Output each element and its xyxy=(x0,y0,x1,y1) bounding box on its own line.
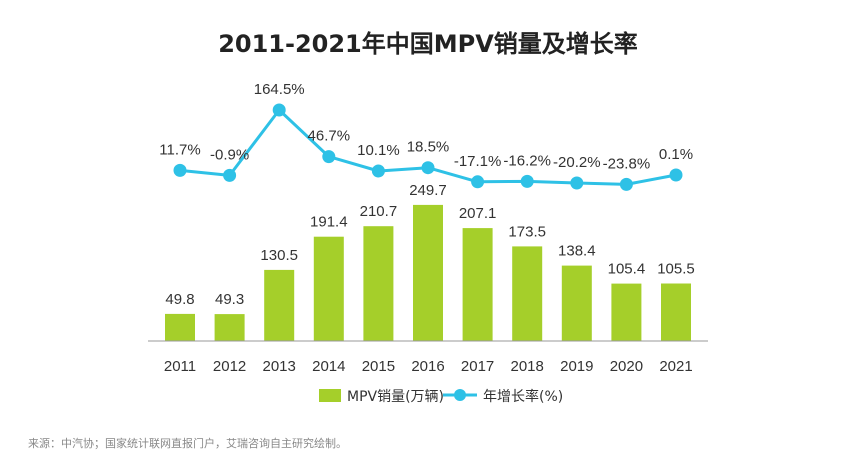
bar-2015 xyxy=(363,226,394,341)
growth-point-2011 xyxy=(173,163,187,177)
bar-2020 xyxy=(611,283,642,341)
x-tick-2012: 2012 xyxy=(213,358,246,375)
x-tick-2018: 2018 xyxy=(511,358,544,375)
bar-value-label-2016: 249.7 xyxy=(409,182,447,199)
x-tick-labels: 2011 2012 2013 2014 2015 2016 2017 2018 2019 2020… xyxy=(164,358,693,375)
bar-2017 xyxy=(462,228,493,341)
growth-point-2018 xyxy=(520,174,534,188)
bar-2013 xyxy=(264,269,295,341)
bar-value-label-2021: 105.5 xyxy=(657,261,695,278)
bar-value-label-2012: 49.3 xyxy=(215,291,244,308)
growth-value-label-2011: 11.7% xyxy=(159,141,200,158)
bar-2019 xyxy=(561,265,592,341)
bar-2011 xyxy=(165,313,195,341)
growth-point-2013 xyxy=(272,103,286,117)
growth-point-2019 xyxy=(570,176,584,190)
x-tick-2011: 2011 xyxy=(164,358,196,375)
chart-title: 2011-2021年中国MPV销量及增长率 xyxy=(218,30,638,58)
growth-line-layer: 11.7% -0.9% 164.5% 46.7% 10.1% 18.5%-17.1% -16… xyxy=(159,81,693,191)
x-tick-2014: 2014 xyxy=(312,358,345,375)
growth-value-label-2014: 46.7% xyxy=(308,128,351,145)
bars-layer: 49.8 49.3 130.5 191.4 210.7 249.7 207.1 173.5 13… xyxy=(165,182,695,341)
bar-value-label-2019: 138.4 xyxy=(558,243,596,260)
growth-value-label-2019: -20.2% xyxy=(553,154,601,171)
x-tick-2016: 2016 xyxy=(411,358,444,375)
growth-value-label-2013: 164.5% xyxy=(254,81,305,98)
growth-point-2016 xyxy=(421,161,435,175)
bar-value-label-2015: 210.7 xyxy=(360,203,398,220)
x-tick-2021: 2021 xyxy=(659,358,692,375)
x-tick-2019: 2019 xyxy=(560,358,593,375)
growth-point-2015 xyxy=(371,164,385,178)
bar-value-label-2014: 191.4 xyxy=(310,214,348,231)
bar-value-label-2011: 49.8 xyxy=(165,291,194,308)
bar-value-label-2017: 207.1 xyxy=(459,205,497,222)
growth-point-2014 xyxy=(322,150,336,164)
bar-value-label-2013: 130.5 xyxy=(260,247,298,264)
growth-value-label-2018: -16.2% xyxy=(503,152,551,169)
bar-2012 xyxy=(214,314,245,341)
growth-value-label-2020: -23.8% xyxy=(603,155,651,172)
growth-point-2017 xyxy=(471,175,485,189)
growth-value-label-2012: -0.9% xyxy=(210,146,249,163)
growth-value-label-2017: -17.1% xyxy=(454,153,502,170)
growth-value-label-2015: 10.1% xyxy=(357,142,400,159)
legend-line-marker xyxy=(454,389,466,401)
bar-2016 xyxy=(413,204,443,341)
bar-value-label-2018: 173.5 xyxy=(508,223,546,240)
source-note: 来源：中汽协；国家统计联网直报门户，艾瑞咨询自主研究绘制。 xyxy=(28,436,347,450)
legend-bar-swatch xyxy=(319,389,341,402)
legend: MPV销量(万辆) 年增长率(%) xyxy=(319,388,563,405)
growth-value-label-2016: 18.5% xyxy=(407,139,450,156)
bar-2018 xyxy=(512,246,543,341)
growth-point-2021 xyxy=(669,168,683,182)
legend-bar-label: MPV销量(万辆) xyxy=(347,389,444,405)
legend-line-label: 年增长率(%) xyxy=(483,388,563,405)
x-tick-2015: 2015 xyxy=(362,358,395,375)
bar-2021 xyxy=(661,283,691,341)
growth-point-2020 xyxy=(619,177,633,191)
x-tick-2020: 2020 xyxy=(610,358,643,375)
x-tick-2017: 2017 xyxy=(461,358,494,375)
growth-point-2012 xyxy=(223,168,237,182)
growth-value-label-2021: 0.1% xyxy=(659,146,693,163)
bar-value-label-2020: 105.4 xyxy=(608,261,646,278)
bar-2014 xyxy=(313,236,344,341)
x-tick-2013: 2013 xyxy=(263,358,296,375)
